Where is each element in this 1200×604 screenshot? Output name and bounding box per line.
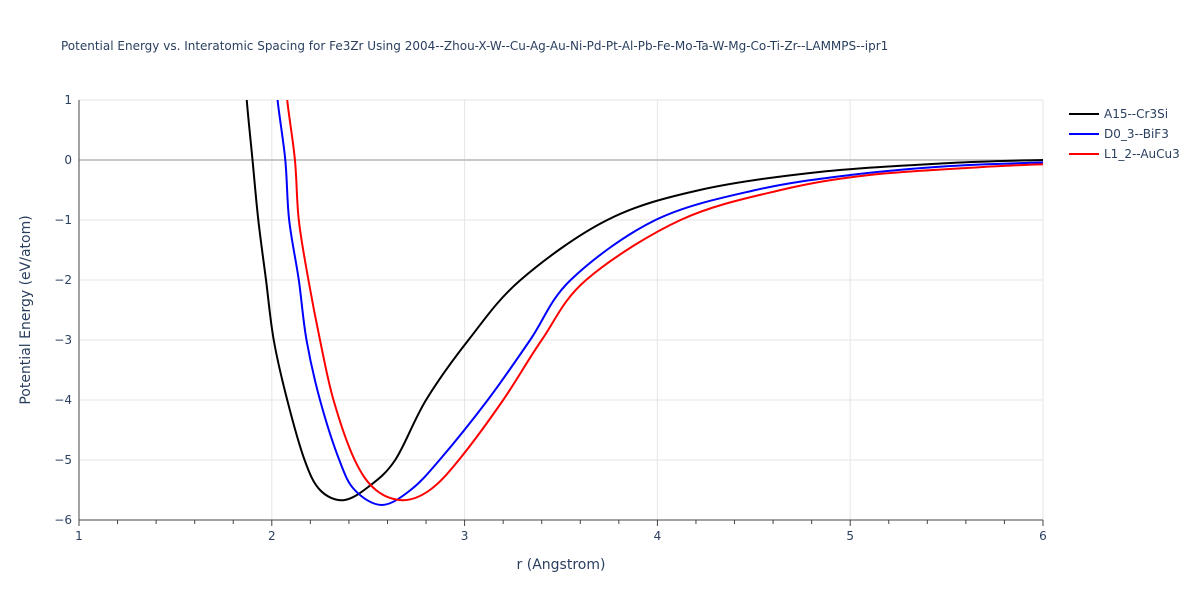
legend-item[interactable]: A15--Cr3Si — [1069, 107, 1168, 121]
y-axis-label: Potential Energy (eV/atom) — [18, 215, 34, 404]
y-tick-label: −6 — [54, 513, 72, 527]
legend[interactable]: A15--Cr3Si D0_3--BiF3 L1_2--AuCu3 — [1069, 107, 1180, 161]
y-tick-label: −5 — [54, 453, 72, 467]
x-tick-label: 3 — [461, 529, 469, 543]
chart-title: Potential Energy vs. Interatomic Spacing… — [61, 39, 888, 53]
x-tick-label: 5 — [846, 529, 854, 543]
legend-item[interactable]: L1_2--AuCu3 — [1069, 147, 1180, 161]
x-tick-label: 4 — [654, 529, 662, 543]
y-tick-label: −4 — [54, 393, 72, 407]
series-lines — [245, 100, 1043, 507]
series-line — [286, 100, 1043, 502]
legend-item[interactable]: D0_3--BiF3 — [1069, 127, 1169, 141]
y-tick-label: −2 — [54, 273, 72, 287]
x-tick-label: 6 — [1039, 529, 1047, 543]
y-tick-label: −3 — [54, 333, 72, 347]
series-line — [276, 100, 1043, 507]
y-tick-label: 1 — [64, 93, 72, 107]
x-tick-label: 1 — [75, 529, 83, 543]
legend-label: L1_2--AuCu3 — [1104, 147, 1180, 161]
x-tick-label: 2 — [268, 529, 276, 543]
legend-label: D0_3--BiF3 — [1104, 127, 1169, 141]
series-line — [245, 100, 1043, 502]
y-tick-label: −1 — [54, 213, 72, 227]
x-axis-label: r (Angstrom) — [517, 557, 606, 573]
axes: 1 2 3 4 5 6 1 0 −1 −2 −3 −4 −5 −6 — [54, 93, 1047, 543]
y-tick-label: 0 — [64, 153, 72, 167]
legend-label: A15--Cr3Si — [1104, 107, 1168, 121]
